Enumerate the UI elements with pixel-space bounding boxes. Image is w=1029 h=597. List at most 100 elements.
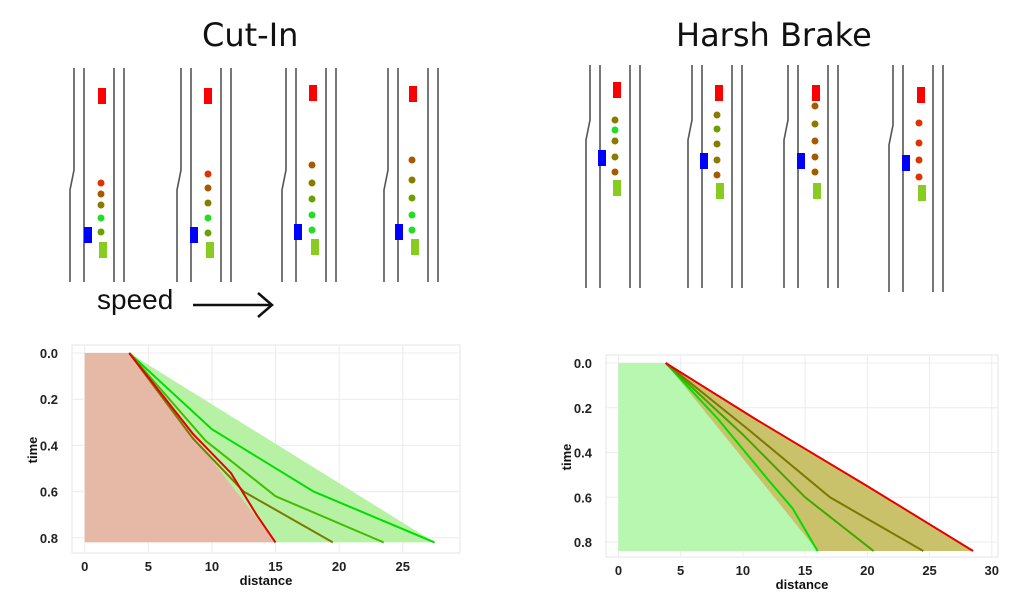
x-tick-label: 20	[332, 559, 346, 574]
road-snapshot	[888, 65, 944, 292]
side-car	[598, 150, 606, 166]
y-tick-label: 0.8	[574, 535, 592, 550]
ego-car	[98, 88, 106, 104]
ego-car	[613, 180, 621, 196]
trajectory-dot	[811, 120, 819, 128]
trajectory-dot	[611, 153, 619, 161]
trajectory-dot	[915, 156, 923, 164]
y-tick-label: 0.2	[574, 401, 592, 416]
x-tick-label: 25	[396, 559, 410, 574]
trajectory-dot	[811, 168, 819, 176]
follow-car	[311, 239, 319, 255]
y-tick-label: 0.0	[574, 356, 592, 371]
trajectory-dot	[811, 153, 819, 161]
side-car	[700, 153, 708, 169]
series-line-trajectory-4	[128, 352, 277, 543]
lead-car	[917, 87, 925, 103]
trajectory-dot	[713, 125, 721, 133]
x-tick-label: 25	[922, 563, 936, 578]
trajectory-dot	[811, 102, 819, 110]
road-snapshot	[687, 65, 743, 288]
lead-car	[715, 85, 723, 101]
speed-label: speed	[97, 284, 174, 315]
ego-car	[309, 85, 317, 101]
trajectory-dot	[204, 229, 212, 237]
x-tick-label: 5	[145, 559, 152, 574]
uncertainty-band	[129, 353, 435, 543]
side-car	[797, 153, 805, 169]
x-tick-label: 20	[860, 563, 874, 578]
trajectory-dot	[97, 228, 105, 236]
trajectory-dot	[915, 173, 923, 181]
trajectory-dot	[308, 179, 316, 187]
fill-region	[618, 363, 818, 551]
ego-car	[204, 88, 212, 104]
fill-region	[84, 353, 276, 543]
road-snapshot	[585, 65, 641, 288]
x-tick-label: 30	[985, 563, 999, 578]
road-snapshot	[176, 68, 232, 282]
trajectory-dot	[97, 179, 105, 187]
x-axis-label: distance	[776, 577, 829, 592]
lane-line	[176, 68, 182, 282]
trajectory-dot	[408, 226, 416, 234]
harsh-brake-title: Harsh Brake	[676, 16, 872, 54]
trajectory-dot	[204, 199, 212, 207]
y-tick-label: 0.4	[40, 438, 59, 453]
ego-car	[716, 183, 724, 199]
lane-line	[687, 65, 693, 288]
series-line-trajectory-4	[665, 362, 974, 552]
trajectory-dot	[308, 211, 316, 219]
road-snapshot	[281, 68, 337, 282]
trajectory-dot	[408, 156, 416, 164]
x-tick-label: 15	[798, 563, 812, 578]
follow-car	[99, 242, 107, 258]
cut-in-car	[395, 224, 403, 240]
y-tick-label: 0.6	[574, 490, 592, 505]
lane-line	[783, 65, 789, 288]
trajectory-dot	[915, 119, 923, 127]
x-tick-label: 10	[205, 559, 219, 574]
series-line-trajectory-3	[128, 352, 334, 544]
harsh-brake-chart: 0 5 10 15 20 25 30 0.0 0.2 0.4 0.6 0.8 distance time	[559, 354, 999, 592]
follow-car	[411, 239, 419, 255]
ego-car	[813, 183, 821, 199]
y-tick-label: 0.4	[574, 446, 593, 461]
lane-line	[888, 65, 894, 292]
series-line-trajectory-3	[665, 362, 924, 552]
trajectory-dot	[713, 111, 721, 119]
trajectory-dot	[308, 195, 316, 203]
cut-in-car	[294, 224, 302, 240]
speed-arrow-head-icon	[257, 292, 274, 318]
trajectory-dot	[97, 201, 105, 209]
y-tick-label: 0.2	[40, 392, 58, 407]
trajectory-dot	[611, 126, 619, 134]
trajectory-dot	[611, 168, 619, 176]
y-tick-label: 0.8	[40, 531, 58, 546]
trajectory-dot	[713, 171, 721, 179]
x-tick-label: 0	[615, 563, 622, 578]
trajectory-dot	[915, 139, 923, 147]
trajectory-dot	[811, 137, 819, 145]
road-snapshot	[69, 68, 125, 282]
lane-line	[69, 68, 75, 282]
x-tick-label: 10	[736, 563, 750, 578]
lead-car	[613, 82, 621, 98]
lane-line	[281, 68, 287, 282]
trajectory-dot	[97, 214, 105, 222]
trajectory-dot	[204, 170, 212, 178]
road-snapshot	[783, 65, 839, 288]
lead-car	[812, 85, 820, 101]
trajectory-dot	[308, 226, 316, 234]
series-line-trajectory-2	[665, 362, 875, 552]
trajectory-dot	[611, 116, 619, 124]
y-tick-label: 0.0	[40, 346, 58, 361]
series-line-trajectory-1	[664, 362, 819, 552]
trajectory-dot	[713, 140, 721, 148]
x-axis-label: distance	[240, 573, 293, 588]
trajectory-dot	[713, 156, 721, 164]
trajectory-dot	[97, 190, 105, 198]
x-tick-label: 0	[81, 559, 88, 574]
lane-line	[383, 68, 389, 282]
